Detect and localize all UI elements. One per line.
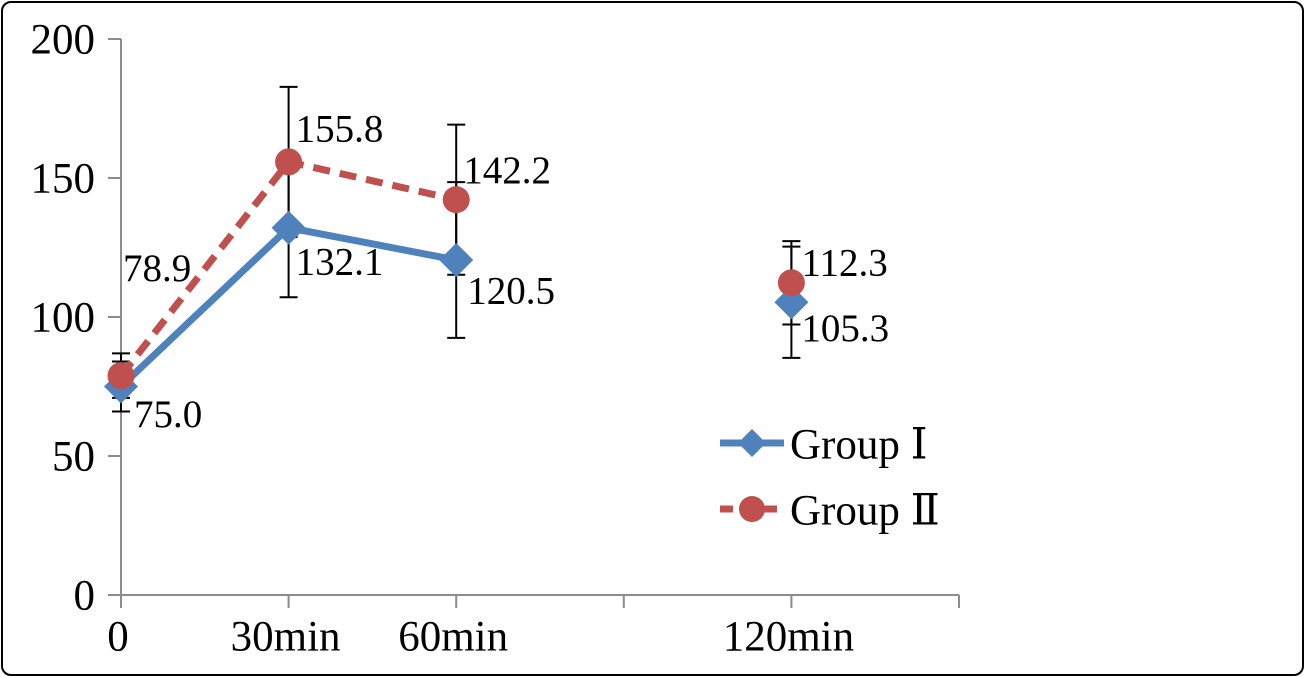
marker-circle	[442, 186, 470, 214]
x-tick-label: 60min	[398, 614, 508, 661]
data-label: 105.3	[801, 307, 889, 350]
y-tick-label: 0	[74, 573, 96, 620]
x-tick-label: 0	[107, 614, 129, 661]
data-label: 132.1	[296, 240, 384, 283]
marker-circle	[777, 269, 805, 297]
legend-marker-circle	[739, 496, 765, 522]
data-label: 75.0	[134, 393, 202, 436]
legend: Group Ⅰ Group Ⅱ	[720, 422, 940, 535]
x-tick-label: 30min	[231, 614, 341, 661]
data-label: 142.2	[463, 149, 551, 192]
y-tick-label: 50	[52, 434, 95, 481]
data-label: 78.9	[123, 247, 191, 290]
axes: 0 50 100 150 200 0 30min 60min 120min	[31, 17, 960, 661]
data-label: 155.8	[296, 107, 384, 150]
legend-label: Group Ⅱ	[790, 488, 940, 535]
series-group-ii	[107, 148, 805, 390]
marker-diamond	[271, 210, 306, 245]
y-tick-label: 100	[31, 295, 96, 342]
marker-circle	[107, 362, 135, 390]
marker-diamond	[774, 285, 809, 320]
x-tick-label: 120min	[723, 614, 854, 661]
marker-circle	[275, 148, 303, 176]
marker-diamond	[439, 243, 474, 278]
line-chart: 0 50 100 150 200 0 30min 60min 120min 75.0 132.1 12…	[31, 17, 960, 661]
marker-diamond	[738, 429, 766, 457]
legend-label: Group Ⅰ	[790, 422, 928, 469]
data-labels: 75.0 132.1 120.5 105.3 78.9 155.8 142.2 112.3	[123, 107, 889, 436]
y-tick-label: 150	[31, 156, 96, 203]
data-label: 120.5	[467, 270, 555, 313]
data-label: 112.3	[801, 241, 887, 284]
y-tick-label: 200	[31, 17, 96, 64]
